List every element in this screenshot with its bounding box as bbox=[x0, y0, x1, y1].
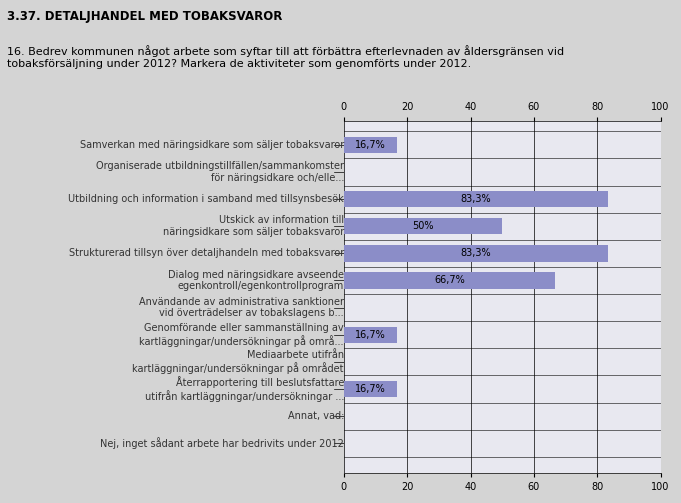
Bar bbox=[344, 137, 397, 153]
Text: Dialog med näringsidkare avseende
egenkontroll/egenkontrollprogram: Dialog med näringsidkare avseende egenko… bbox=[168, 270, 344, 291]
Text: Utbildning och information i samband med tillsynsbesök: Utbildning och information i samband med… bbox=[68, 194, 344, 204]
Bar bbox=[344, 218, 502, 234]
Text: 16,7%: 16,7% bbox=[355, 330, 385, 340]
Text: 50%: 50% bbox=[412, 221, 434, 231]
Text: Strukturerad tillsyn över detaljhandeln med tobaksvaror: Strukturerad tillsyn över detaljhandeln … bbox=[69, 248, 344, 259]
Text: 16,7%: 16,7% bbox=[355, 384, 385, 394]
Bar bbox=[344, 245, 607, 262]
Bar bbox=[344, 191, 607, 207]
Text: Utskick av information till
näringsidkare som säljer tobaksvaror: Utskick av information till näringsidkar… bbox=[163, 215, 344, 237]
Text: Återrapportering till beslutsfattare
utifrån kartläggningar/undersökningar ...: Återrapportering till beslutsfattare uti… bbox=[144, 376, 344, 402]
Text: 83,3%: 83,3% bbox=[460, 194, 491, 204]
Text: 16,7%: 16,7% bbox=[355, 140, 385, 150]
Text: Användande av administrativa sanktioner
vid överträdelser av tobakslagens b...: Användande av administrativa sanktioner … bbox=[139, 297, 344, 318]
Text: 83,3%: 83,3% bbox=[460, 248, 491, 259]
Text: Organiserade utbildningstillfällen/sammankomster
för näringsidkare och/elle...: Organiserade utbildningstillfällen/samma… bbox=[96, 161, 344, 183]
Text: Mediaarbete utifrån
kartläggningar/undersökningar på området: Mediaarbete utifrån kartläggningar/under… bbox=[132, 350, 344, 374]
Bar bbox=[344, 326, 397, 343]
Text: Annat, vad:: Annat, vad: bbox=[287, 411, 344, 421]
Text: Nej, inget sådant arbete har bedrivits under 2012: Nej, inget sådant arbete har bedrivits u… bbox=[100, 437, 344, 449]
Text: 3.37. DETALJHANDEL MED TOBAKSVAROR: 3.37. DETALJHANDEL MED TOBAKSVAROR bbox=[7, 10, 282, 23]
Text: Genomförande eller sammanställning av
kartläggningar/undersökningar på områ...: Genomförande eller sammanställning av ka… bbox=[140, 323, 344, 347]
Text: 66,7%: 66,7% bbox=[434, 276, 465, 286]
Text: Samverkan med näringsidkare som säljer tobaksvaror: Samverkan med näringsidkare som säljer t… bbox=[80, 140, 344, 150]
Text: 16. Bedrev kommunen något arbete som syftar till att förbättra efterlevnaden av : 16. Bedrev kommunen något arbete som syf… bbox=[7, 45, 564, 69]
Bar bbox=[344, 272, 555, 289]
Bar bbox=[344, 381, 397, 397]
